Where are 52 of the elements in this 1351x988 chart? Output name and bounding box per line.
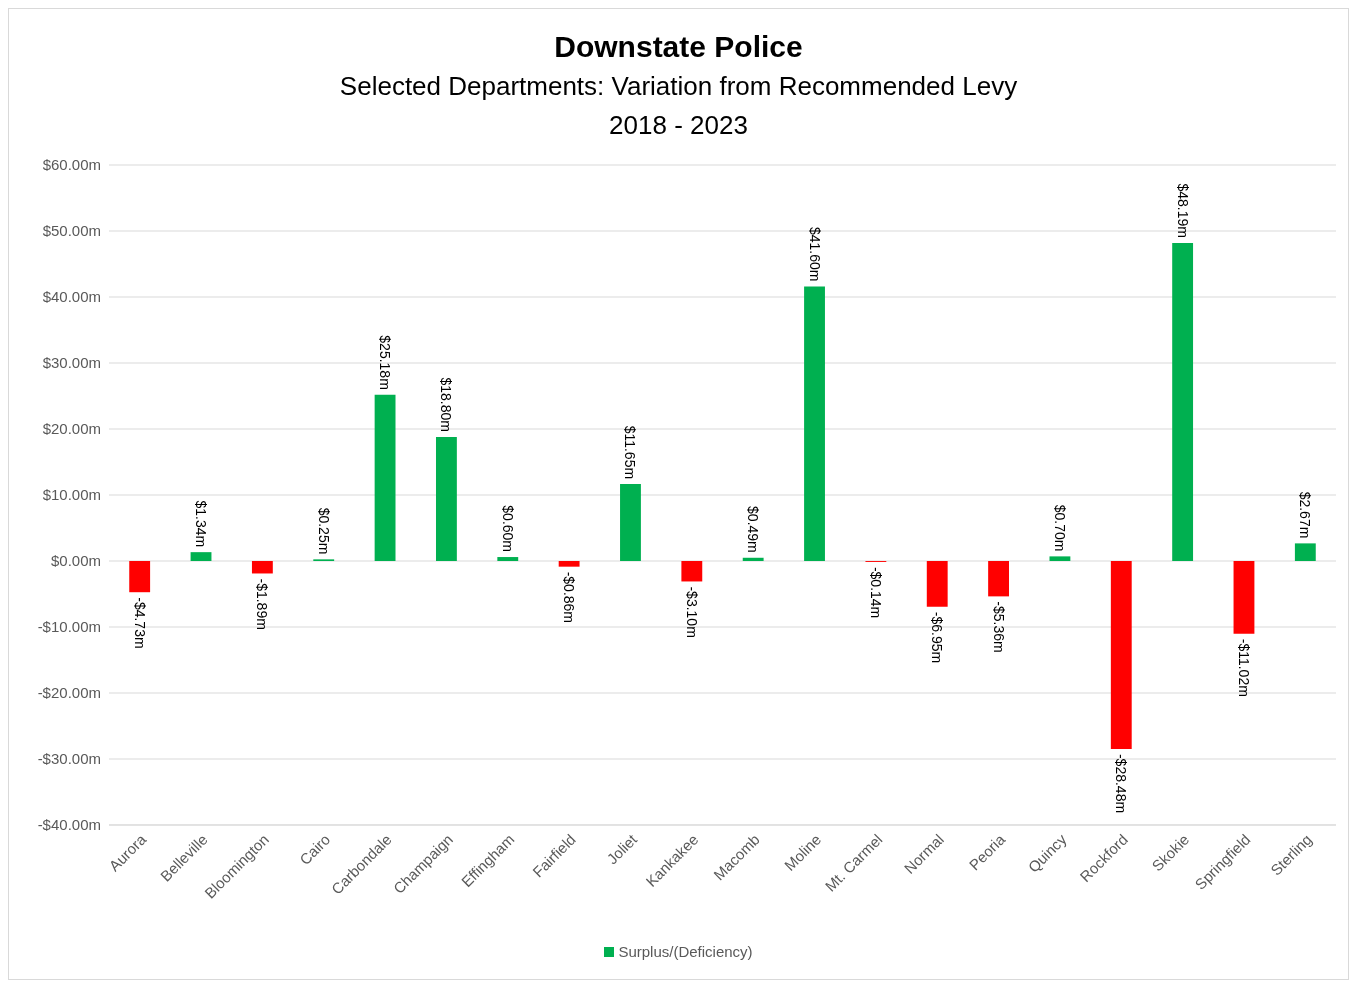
y-tick-label: $10.00m — [42, 486, 101, 504]
y-tick-label: $0.00m — [50, 552, 101, 570]
bar — [804, 286, 825, 561]
y-tick-label: -$20.00m — [37, 684, 101, 702]
data-label: -$28.48m — [1113, 753, 1130, 814]
data-label: -$11.02m — [1235, 638, 1252, 697]
y-tick-label: -$30.00m — [37, 750, 101, 768]
bar — [1294, 543, 1316, 561]
legend-label: Surplus/(Deficiency) — [617, 943, 753, 960]
data-label: $0.25m — [315, 507, 332, 555]
bar — [1233, 561, 1255, 634]
data-label: $48.19m — [1174, 183, 1191, 238]
data-label: $1.34m — [193, 500, 210, 548]
y-tick-label: $60.00m — [42, 156, 101, 174]
y-tick-label: $40.00m — [42, 288, 101, 306]
bar — [129, 561, 151, 593]
data-label: -$0.14m — [867, 566, 884, 619]
bar — [681, 561, 703, 582]
data-label: -$0.86m — [561, 571, 578, 624]
data-label: $41.60m — [806, 226, 823, 282]
bar — [190, 552, 212, 561]
bar — [558, 561, 580, 567]
bar — [742, 557, 764, 561]
data-label: $2.67m — [1297, 491, 1314, 539]
bar — [1110, 561, 1132, 749]
y-tick-label: $30.00m — [42, 354, 101, 372]
bar — [436, 436, 457, 561]
bar — [1049, 556, 1071, 561]
data-label: -$5.36m — [990, 601, 1007, 653]
y-tick-label: -$40.00m — [37, 816, 101, 834]
y-tick-label: $20.00m — [42, 420, 101, 438]
data-label: $0.49m — [745, 506, 762, 553]
data-label: -$4.73m — [131, 597, 148, 649]
data-label: -$3.10m — [683, 586, 700, 638]
chart-title: Downstate Police — [553, 29, 804, 65]
bar — [251, 561, 273, 574]
data-label: $18.80m — [438, 377, 455, 432]
data-label: $0.60m — [499, 505, 516, 553]
y-tick-label: $50.00m — [42, 222, 101, 240]
y-tick-label: -$10.00m — [37, 618, 101, 636]
bar — [988, 561, 1009, 597]
bar — [497, 557, 519, 561]
data-label: $11.65m — [622, 425, 639, 480]
bar — [926, 561, 948, 607]
data-label: $0.70m — [1051, 504, 1068, 552]
bar — [620, 484, 641, 561]
bar — [1172, 242, 1194, 561]
data-label: -$6.95m — [929, 611, 946, 664]
data-label: -$1.89m — [254, 578, 271, 630]
chart-subtitle: Selected Departments: Variation from Recommended Levy 2018 - 2023 — [338, 70, 1019, 142]
data-label: $25.18m — [377, 335, 394, 390]
bar — [374, 394, 396, 561]
